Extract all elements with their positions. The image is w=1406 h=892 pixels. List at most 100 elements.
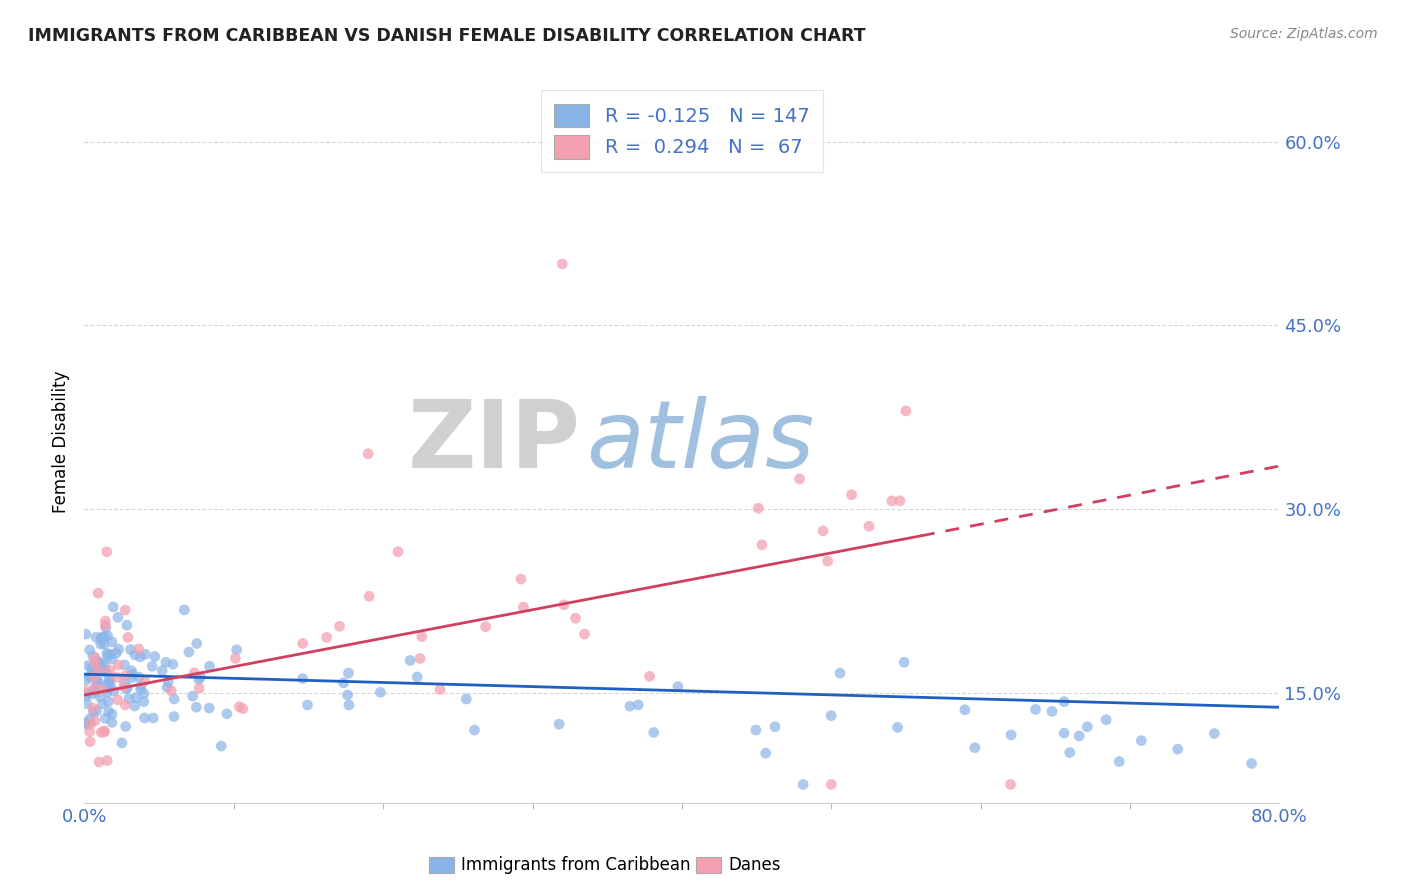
Point — [105, 670, 128, 684]
Point — [134, 647, 156, 661]
Point — [755, 746, 778, 760]
Point — [134, 711, 156, 725]
Point — [1076, 720, 1098, 734]
Point — [101, 715, 124, 730]
Point — [121, 666, 143, 681]
Point — [332, 676, 354, 690]
Point — [1240, 756, 1263, 771]
Point — [75, 715, 97, 730]
Point — [1000, 777, 1022, 791]
Point — [811, 524, 834, 538]
Point — [80, 716, 103, 731]
Point — [101, 707, 124, 722]
Point — [96, 648, 118, 663]
Point — [90, 725, 112, 739]
Point — [83, 669, 105, 683]
Point — [129, 649, 152, 664]
Point — [337, 698, 360, 712]
Point — [114, 657, 136, 672]
Point — [114, 603, 136, 617]
Point — [87, 654, 110, 668]
Point — [409, 651, 432, 665]
Point — [121, 671, 143, 685]
Point — [94, 614, 117, 628]
Point — [79, 724, 101, 739]
Point — [86, 685, 108, 699]
Point — [789, 472, 811, 486]
Point — [115, 618, 138, 632]
Point — [90, 630, 112, 644]
Point — [225, 642, 247, 657]
Point — [551, 257, 574, 271]
Point — [181, 689, 204, 703]
Point — [1053, 726, 1076, 740]
Point — [87, 663, 110, 677]
Point — [387, 545, 409, 559]
Point — [198, 659, 221, 673]
Point — [359, 590, 381, 604]
Point — [101, 635, 124, 649]
Point — [893, 655, 915, 669]
Point — [125, 690, 148, 705]
Point — [107, 693, 129, 707]
Point — [747, 501, 769, 516]
Point — [157, 674, 180, 689]
Point — [111, 736, 134, 750]
Point — [83, 665, 105, 679]
Point — [357, 447, 380, 461]
Point — [1053, 695, 1076, 709]
Point — [96, 666, 118, 681]
Point — [129, 679, 152, 693]
Point — [828, 666, 851, 681]
Point — [79, 670, 101, 684]
Point — [114, 698, 136, 712]
Text: IMMIGRANTS FROM CARIBBEAN VS DANISH FEMALE DISABILITY CORRELATION CHART: IMMIGRANTS FROM CARIBBEAN VS DANISH FEMA… — [28, 27, 866, 45]
Point — [84, 681, 107, 695]
Point — [128, 641, 150, 656]
Point — [1000, 728, 1022, 742]
Point — [82, 705, 104, 719]
Point — [751, 538, 773, 552]
Text: ZIP: ZIP — [408, 395, 581, 488]
Point — [105, 646, 128, 660]
Point — [93, 724, 115, 739]
Point — [156, 681, 179, 695]
Point — [155, 655, 177, 669]
Point — [574, 627, 596, 641]
Point — [792, 777, 814, 791]
Point — [963, 740, 986, 755]
Point — [224, 651, 246, 665]
Point — [198, 701, 221, 715]
Point — [77, 658, 100, 673]
Point — [132, 695, 155, 709]
Point — [107, 658, 129, 673]
Point — [112, 675, 135, 690]
Point — [820, 708, 842, 723]
Point — [858, 519, 880, 533]
Point — [94, 621, 117, 635]
Point — [429, 682, 451, 697]
Point — [512, 600, 534, 615]
Point — [118, 691, 141, 706]
Point — [188, 681, 211, 696]
Point — [820, 777, 842, 791]
Point — [90, 657, 112, 671]
Point — [1069, 729, 1091, 743]
Point — [93, 723, 115, 738]
Point — [894, 404, 917, 418]
Point — [84, 650, 107, 665]
Legend: R = -0.125   N = 147, R =  0.294   N =  67: R = -0.125 N = 147, R = 0.294 N = 67 — [541, 90, 823, 172]
Point — [128, 670, 150, 684]
Point — [97, 705, 120, 719]
Point — [1108, 755, 1130, 769]
Point — [75, 683, 97, 698]
Point — [87, 656, 110, 670]
Point — [183, 665, 205, 680]
Point — [86, 704, 108, 718]
Point — [186, 700, 208, 714]
Point — [96, 681, 118, 695]
Point — [886, 720, 908, 734]
Point — [84, 656, 107, 670]
Point — [87, 586, 110, 600]
Point — [190, 670, 212, 684]
